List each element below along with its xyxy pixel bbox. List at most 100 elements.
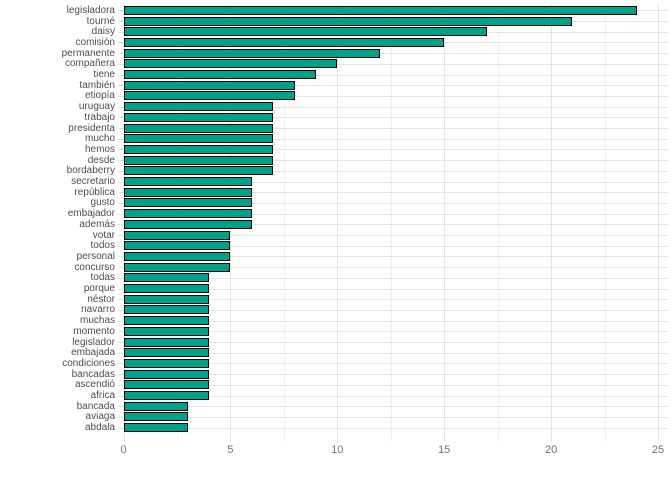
plot-panel (118, 4, 668, 442)
bar (123, 316, 210, 326)
category-gridline (118, 374, 668, 376)
y-axis-label: secretario (71, 176, 115, 188)
major-gridline (337, 4, 339, 442)
bar (123, 348, 210, 358)
bar (123, 48, 381, 58)
category-gridline (118, 299, 668, 301)
bar (123, 187, 252, 197)
minor-gridline (390, 4, 392, 442)
bar (123, 59, 338, 69)
y-axis-label: embajada (71, 347, 115, 359)
bar (123, 209, 252, 219)
category-gridline (118, 384, 668, 386)
y-axis-label: también (79, 79, 115, 91)
y-axis-label: africa (90, 390, 115, 402)
bar (123, 284, 210, 294)
y-axis-label: además (79, 218, 115, 230)
bar (123, 358, 210, 368)
category-gridline (118, 416, 668, 418)
category-gridline (118, 106, 668, 108)
category-gridline (118, 138, 668, 140)
y-axis-label: etiopía (84, 90, 115, 102)
category-gridline (118, 342, 668, 344)
bar (123, 80, 295, 90)
bar (123, 70, 316, 80)
category-gridline (118, 85, 668, 87)
category-gridline (118, 53, 668, 55)
major-gridline (444, 4, 446, 442)
bar (123, 144, 274, 154)
y-axis-label: daisy (91, 26, 115, 38)
category-gridline (118, 363, 668, 365)
minor-gridline (604, 4, 606, 442)
y-axis-label: abdala (84, 422, 115, 434)
y-axis-label: mucho (84, 133, 115, 145)
y-axis-label: embajador (67, 208, 115, 220)
bar (123, 177, 252, 187)
category-gridline (118, 256, 668, 258)
y-axis-label: república (74, 186, 115, 198)
y-axis-label: personal (76, 250, 115, 262)
category-gridline (118, 202, 668, 204)
bar (123, 155, 274, 165)
minor-gridline (497, 4, 499, 442)
category-gridline (118, 95, 668, 97)
y-axis-label: uruguay (78, 101, 115, 113)
y-axis-label: comisión (75, 36, 115, 48)
category-gridline (118, 267, 668, 269)
y-axis-label: bordaberry (66, 165, 115, 177)
category-gridline (118, 160, 668, 162)
bar (123, 305, 210, 315)
category-gridline (118, 235, 668, 237)
y-axis-label: bancadas (71, 368, 115, 380)
bar (123, 391, 210, 401)
category-gridline (118, 288, 668, 290)
bar (123, 219, 252, 229)
bar (123, 198, 252, 208)
bar (123, 380, 210, 390)
y-axis-label: legisladora (66, 4, 115, 16)
bar (123, 91, 295, 101)
category-gridline (118, 245, 668, 247)
bar (123, 102, 274, 112)
y-axis-label: bancada (76, 400, 115, 412)
y-axis-label: porque (83, 283, 115, 295)
y-axis-label: hemos (84, 143, 115, 155)
y-axis-label: momento (73, 325, 115, 337)
category-gridline (118, 181, 668, 183)
bar (123, 37, 445, 47)
category-gridline (118, 427, 668, 429)
bar (123, 241, 231, 251)
y-axis-label: navarro (81, 304, 115, 316)
bar (123, 412, 188, 422)
category-gridline (118, 277, 668, 279)
bar (123, 27, 487, 37)
category-gridline (118, 149, 668, 151)
category-gridline (118, 128, 668, 130)
y-axis-label: votar (92, 229, 115, 241)
category-gridline (118, 395, 668, 397)
bar (123, 112, 274, 122)
y-axis-label: tourné (86, 15, 115, 27)
y-axis-label: néstor (87, 293, 115, 305)
category-gridline (118, 352, 668, 354)
bar (123, 326, 210, 336)
y-axis-label: todas (90, 272, 115, 284)
category-gridline (118, 117, 668, 119)
bar (123, 5, 637, 15)
y-axis-label: compañera (64, 58, 115, 70)
category-gridline (118, 192, 668, 194)
major-gridline (551, 4, 553, 442)
category-gridline (118, 63, 668, 65)
y-axis-label: muchas (79, 315, 115, 327)
y-axis-label: legislador (72, 336, 115, 348)
y-axis-label: concurso (74, 261, 115, 273)
x-axis-tick-label: 20 (544, 444, 558, 456)
bar (123, 166, 274, 176)
bar (123, 423, 188, 433)
category-gridline (118, 170, 668, 172)
bar (123, 337, 210, 347)
y-axis-label: aviaga (85, 411, 115, 423)
x-axis-tick-label: 25 (651, 444, 665, 456)
